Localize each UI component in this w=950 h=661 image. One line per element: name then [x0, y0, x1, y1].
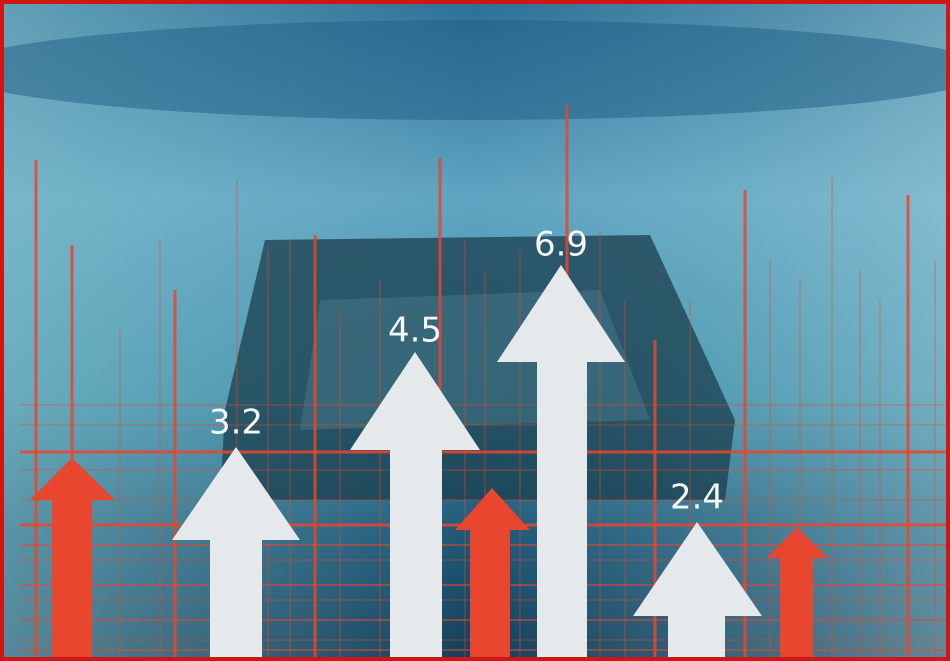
- white-arrow: [350, 352, 480, 661]
- white-arrow: [497, 265, 625, 661]
- white-arrows: [172, 265, 762, 661]
- arrow-label: 6.9: [534, 225, 588, 265]
- arrow-label: 2.4: [670, 478, 724, 518]
- red-arrow: [455, 488, 530, 661]
- arrow-label: 4.5: [388, 311, 442, 351]
- dark-shape: [220, 235, 735, 500]
- white-arrow: [633, 522, 762, 661]
- cloud: [0, 20, 950, 120]
- white-arrow: [172, 447, 300, 661]
- red-arrow: [767, 527, 828, 661]
- red-arrow: [30, 458, 115, 661]
- arrow-label: 3.2: [209, 403, 263, 443]
- red-arrows: [30, 458, 828, 661]
